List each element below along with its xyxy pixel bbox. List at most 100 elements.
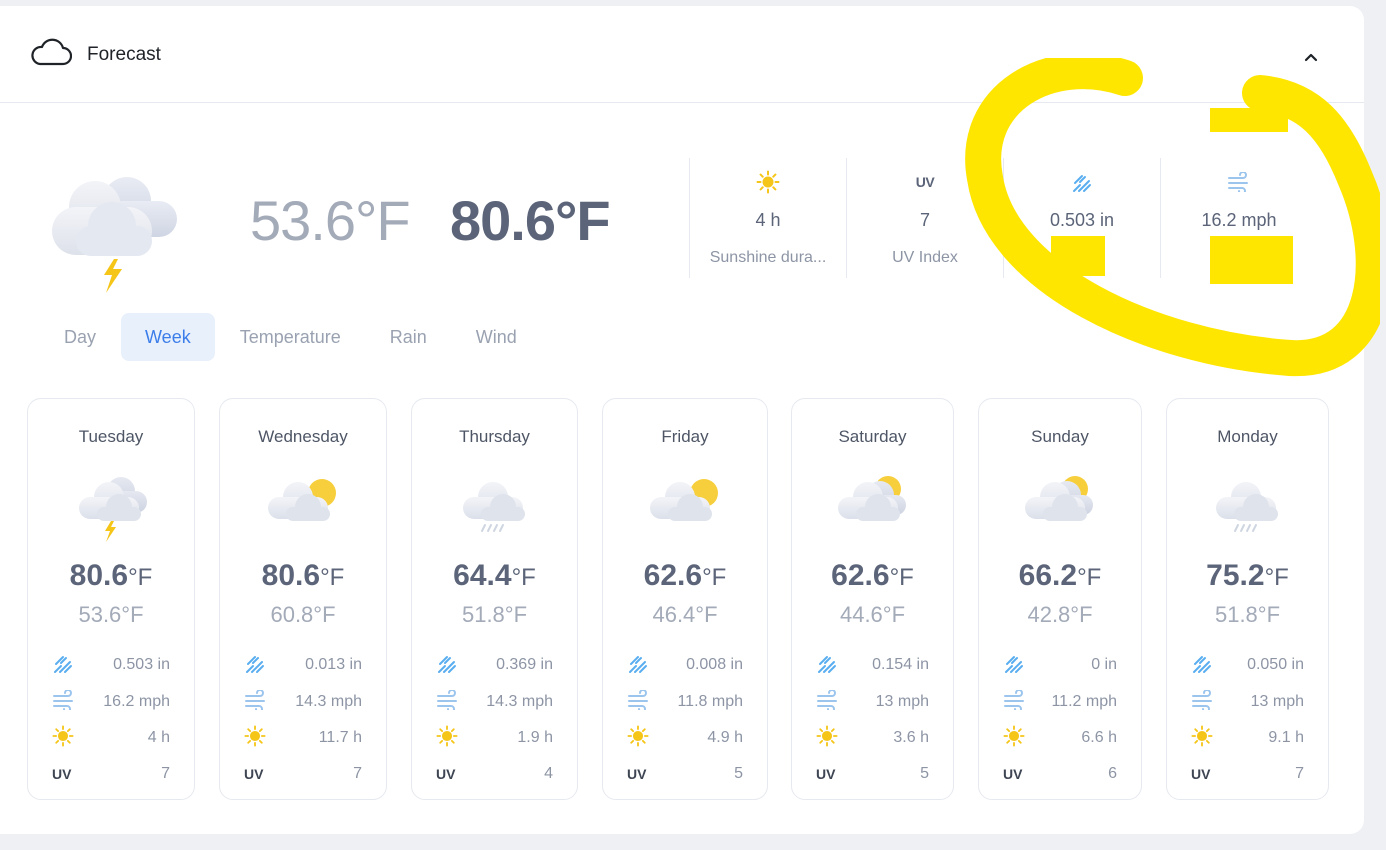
day-low-temp: 42.8°F: [1027, 602, 1093, 627]
day-high-temp: 80.6°F: [261, 559, 345, 592]
stat-label: Wind: [1063, 249, 1101, 266]
day-wind-row: 16.2 mph: [52, 688, 170, 714]
day-uv-row: UV 7: [52, 762, 170, 786]
day-wind-value: 11.8 mph: [677, 693, 743, 710]
tab-week[interactable]: Week: [121, 313, 215, 361]
partly-cloudy-icon: [220, 471, 386, 531]
uv-icon: UV: [627, 766, 647, 782]
day-uv-value: 7: [353, 765, 362, 782]
day-sun-value: 11.7 h: [318, 729, 362, 746]
day-high-temp: 80.6°F: [69, 559, 153, 592]
tab-wind[interactable]: Wind: [475, 326, 517, 347]
stat-uv: UV 7 UV Index: [846, 158, 1003, 278]
uv-icon: UV: [1003, 766, 1023, 782]
uv-icon: UV: [52, 766, 72, 782]
day-sun-row: 4 h: [52, 724, 170, 752]
day-wind-row: 14.3 mph: [436, 688, 553, 714]
day-wind-value: 14.3 mph: [295, 693, 362, 710]
sun-icon: [52, 724, 74, 752]
tab-day[interactable]: Day: [64, 326, 97, 347]
rain-icon: [1191, 652, 1213, 679]
day-name: Thursday: [459, 427, 530, 446]
day-uv-row: UV 4: [436, 762, 553, 786]
day-card-tuesday[interactable]: Tuesday 80.6°F 53.6°F 0.503 in 16.2 mph …: [27, 398, 195, 800]
day-rain-value: 0.503 in: [113, 656, 170, 673]
chevron-up-icon[interactable]: [1300, 48, 1322, 66]
stat-precipitation: 0.503 in Wind: [1003, 158, 1160, 278]
day-wind-row: 14.3 mph: [244, 688, 362, 714]
day-name: Sunday: [1031, 427, 1089, 446]
uv-icon: UV: [244, 766, 264, 782]
tab-rain[interactable]: Rain: [389, 326, 427, 347]
wind-icon: [816, 688, 840, 715]
day-uv-value: 6: [1108, 765, 1117, 782]
rain-icon: [436, 652, 458, 679]
day-sun-value: 6.6 h: [1081, 729, 1117, 746]
sun-icon: [1003, 724, 1025, 752]
day-low-temp: 44.6°F: [839, 602, 906, 627]
day-wind-row: 11.8 mph: [627, 688, 743, 714]
forecast-header[interactable]: Forecast: [0, 6, 1364, 103]
forecast-tabs: Day Week Temperature Rain Wind: [40, 313, 542, 361]
tab-temperature[interactable]: Temperature: [239, 326, 341, 347]
uv-icon: UV: [436, 766, 456, 782]
day-low-temp: 46.4°F: [652, 602, 718, 627]
day-rain-value: 0.369 in: [496, 656, 553, 673]
day-card-thursday[interactable]: Thursday 64.4°F 51.8°F 0.369 in 14.3 mph…: [411, 398, 578, 800]
day-rain-row: 0.154 in: [816, 653, 929, 677]
day-wind-value: 11.2 mph: [1051, 693, 1117, 710]
day-uv-value: 4: [544, 765, 553, 782]
wind-icon: [1191, 688, 1215, 715]
stat-sunshine: 4 h Sunshine dura...: [689, 158, 846, 278]
day-low-temp: 51.8°F: [461, 602, 528, 627]
temperature-high: 80.6°F: [450, 189, 611, 252]
day-rain-row: 0 in: [1003, 653, 1117, 677]
day-card-monday[interactable]: Monday 75.2°F 51.8°F 0.050 in 13 mph 9.1…: [1166, 398, 1329, 800]
day-wind-row: 13 mph: [1191, 688, 1304, 715]
uv-icon: UV: [915, 174, 935, 190]
stat-value: 16.2 mph: [1201, 210, 1277, 230]
wind-icon: [1003, 688, 1027, 715]
summary-stats: 4 h Sunshine dura... UV 7 UV Index 0.503…: [689, 158, 1317, 278]
rain-icon: [627, 652, 649, 679]
temperature-low: 53.6°F: [250, 189, 411, 252]
day-sun-row: 4.9 h: [627, 724, 743, 752]
day-name: Saturday: [838, 427, 907, 446]
partly-cloudy-icon: [603, 471, 767, 531]
day-sun-value: 3.6 h: [893, 729, 929, 746]
day-rain-value: 0.013 in: [305, 656, 362, 673]
day-wind-value: 14.3 mph: [486, 693, 553, 710]
day-name: Monday: [1217, 427, 1278, 446]
day-rain-value: 0 in: [1091, 656, 1117, 673]
uv-icon: UV: [816, 766, 836, 782]
day-low-temp: 60.8°F: [270, 602, 336, 627]
day-card-saturday[interactable]: Saturday 62.6°F 44.6°F 0.154 in 13 mph 3…: [791, 398, 954, 800]
day-uv-row: UV 7: [244, 762, 362, 786]
day-rain-row: 0.050 in: [1191, 653, 1304, 677]
rainy-cloud-icon: [1167, 471, 1328, 535]
day-card-friday[interactable]: Friday 62.6°F 46.4°F 0.008 in 11.8 mph 4…: [602, 398, 768, 800]
day-sun-row: 1.9 h: [436, 724, 553, 752]
day-uv-row: UV 5: [816, 762, 929, 786]
day-sun-value: 1.9 h: [517, 729, 553, 746]
day-card-wednesday[interactable]: Wednesday 80.6°F 60.8°F 0.013 in 14.3 mp…: [219, 398, 387, 800]
day-wind-row: 13 mph: [816, 688, 929, 715]
cloudy-sun-icon: [979, 471, 1141, 531]
rainy-cloud-icon: [412, 471, 577, 535]
forecast-title: Forecast: [87, 44, 161, 65]
day-uv-value: 5: [920, 765, 929, 782]
thunderstorm-icon: [50, 171, 180, 301]
day-sun-value: 9.1 h: [1268, 729, 1304, 746]
day-rain-value: 0.008 in: [686, 656, 743, 673]
sun-icon: [436, 724, 458, 752]
day-rain-value: 0.050 in: [1247, 656, 1304, 673]
rain-icon: [816, 652, 838, 679]
stat-wind: 16.2 mph Rain: [1160, 158, 1317, 278]
day-card-sunday[interactable]: Sunday 66.2°F 42.8°F 0 in 11.2 mph 6.6 h…: [978, 398, 1142, 800]
day-sun-row: 3.6 h: [816, 724, 929, 750]
sun-icon: [1191, 724, 1213, 752]
sun-icon: [627, 724, 649, 752]
day-uv-row: UV 6: [1003, 762, 1117, 786]
stat-value: 4 h: [755, 210, 781, 230]
day-rain-row: 0.013 in: [244, 653, 362, 677]
